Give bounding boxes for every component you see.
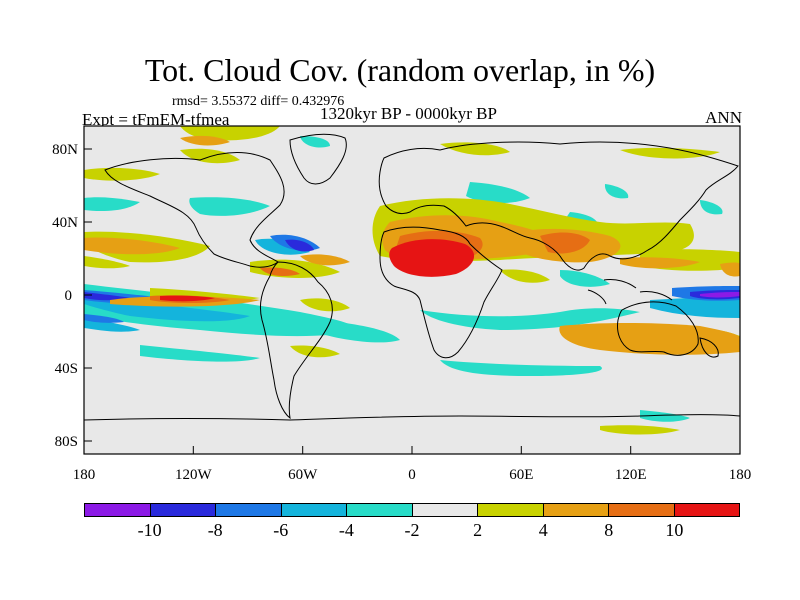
colorbar-label: 10 [665,520,684,540]
colorbar-label: -6 [273,520,289,540]
map-title: Tot. Cloud Cov. (random overlap, in %) [144,52,656,88]
anomaly-region [500,269,550,283]
colorbar-label: 8 [604,520,614,540]
coastline [617,301,699,356]
y-tick-label: 40N [52,215,78,231]
map-background [84,126,740,454]
y-tick-label: 40S [55,361,78,377]
colorbar-label: -4 [338,520,354,540]
x-tick-label: 180 [73,467,96,483]
anomaly-region [604,184,629,199]
anomaly-region [600,425,680,435]
anomaly-region [84,167,160,181]
anomaly-region [315,320,400,343]
anomaly-region [255,238,310,255]
anomaly-region [300,298,350,312]
anomaly-region [440,142,510,156]
colorbar-swatch [609,504,675,516]
anomaly-region [300,254,350,266]
anomaly-region [290,345,340,358]
anomaly-region [389,239,475,277]
coastline [378,141,739,271]
x-tick-labels: 180 120W 60W 0 60E 120E 180 [73,467,752,483]
coastlines [84,133,740,421]
colorbar-label: -10 [137,520,162,540]
anomaly-region [84,314,124,323]
coastline [379,226,503,359]
colorbar-swatch [150,504,216,516]
colorbar-swatch [281,504,347,516]
anomaly-region [700,292,740,298]
colorbar-label: 4 [538,520,548,540]
x-tick-label: 120E [615,467,647,483]
stats-label: rmsd= 3.55372 diff= 0.432976 [172,94,345,109]
x-tick-label: 60E [509,467,533,483]
colorbar-label: -8 [207,520,223,540]
colorbar-swatch [674,504,739,516]
anomaly-region [300,136,330,148]
x-tick-label: 0 [408,467,416,483]
anomaly-region [84,197,140,212]
anomaly-region [140,345,260,362]
anomaly-region [559,323,740,355]
coastline [104,152,285,268]
colorbar-label: -2 [404,520,420,540]
y-tick-label: 0 [65,288,73,304]
coastline [259,261,333,420]
anomaly-region [720,262,740,277]
anomaly-region [260,267,300,276]
coastline [84,414,740,421]
anomaly-region [160,295,215,302]
y-axis-ticks [84,148,92,442]
anomaly-region [84,237,180,255]
x-axis-ticks [83,446,741,454]
anomaly-region [620,257,700,269]
anomaly-region [700,200,723,215]
anomaly-region [640,410,690,422]
experiment-label: Expt = tFmEM-tfmea [82,110,230,129]
colorbar-swatch [543,504,609,516]
x-tick-label: 60W [288,467,318,483]
colorbar-swatch [85,504,151,516]
y-tick-label: 80N [52,142,78,158]
coastline [289,133,347,185]
colorbar-swatch [478,504,544,516]
season-label: ANN [705,108,742,127]
anomaly-region [620,147,720,159]
anomaly-region [440,360,602,376]
x-tick-label: 180 [729,467,752,483]
anomaly-region [466,182,530,204]
colorbar-label: 2 [473,520,483,540]
period-label: 1320kyr BP - 0000kyr BP [320,104,497,123]
y-tick-label: 80S [55,434,78,450]
colorbar-swatch [347,504,413,516]
anomaly-region [180,135,230,146]
y-tick-labels: 80N 40N 0 40S 80S [52,142,78,450]
coastline [699,337,719,358]
colorbar [84,503,740,517]
anomaly-region [285,239,314,252]
coastline [587,279,673,305]
anomaly-region [84,292,130,301]
colorbar-swatch [412,504,478,516]
anomaly-region [560,270,610,287]
x-tick-label: 120W [175,467,213,483]
anomaly-region [84,256,130,269]
colorbar-swatch [216,504,282,516]
anomaly-region [189,197,270,216]
